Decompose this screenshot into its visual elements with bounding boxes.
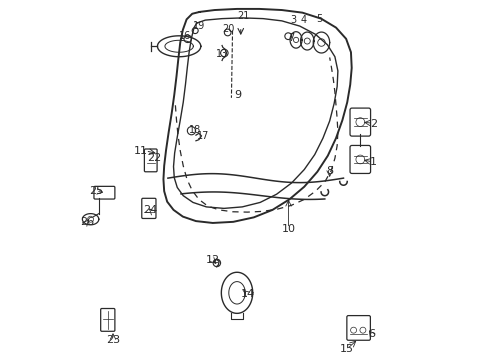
Text: 12: 12 (205, 255, 220, 265)
Text: 21: 21 (237, 12, 249, 21)
Text: 13: 13 (216, 49, 228, 59)
Text: 25: 25 (89, 186, 102, 196)
Text: 9: 9 (234, 90, 241, 100)
Text: 7: 7 (287, 33, 294, 43)
Text: 15: 15 (340, 344, 353, 354)
Text: 1: 1 (369, 157, 376, 167)
Text: 17: 17 (196, 131, 208, 141)
Text: 19: 19 (192, 21, 204, 31)
Text: 6: 6 (367, 329, 374, 339)
Text: 20: 20 (222, 24, 235, 34)
Text: 26: 26 (80, 217, 94, 227)
Text: 10: 10 (281, 224, 295, 234)
Text: 24: 24 (143, 205, 157, 215)
Text: 22: 22 (147, 153, 161, 163)
Text: 16: 16 (178, 31, 190, 41)
Text: 23: 23 (106, 335, 120, 345)
Text: 2: 2 (369, 119, 376, 129)
Text: 8: 8 (325, 166, 332, 176)
Text: 14: 14 (240, 289, 254, 299)
Text: 11: 11 (133, 146, 147, 156)
Text: 18: 18 (189, 125, 201, 135)
Text: 5: 5 (315, 14, 322, 24)
Text: 3: 3 (289, 15, 296, 25)
Text: 4: 4 (300, 15, 306, 25)
